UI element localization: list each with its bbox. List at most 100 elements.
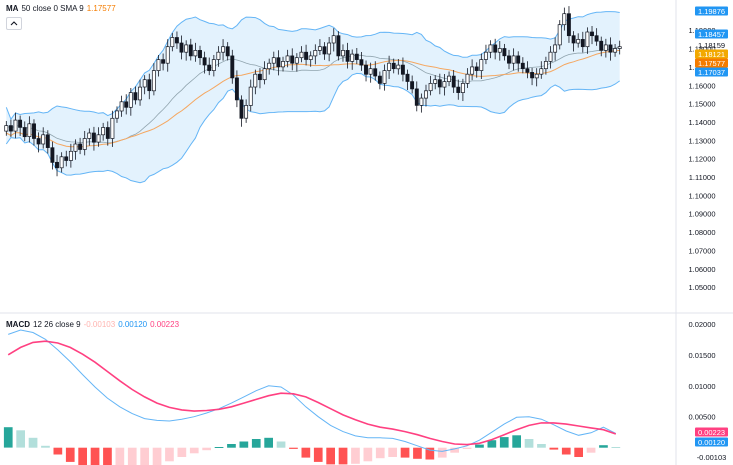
price-tick-label: 1.06000 xyxy=(688,265,715,274)
macd-hist-bar xyxy=(326,447,335,465)
candle-body xyxy=(253,73,258,88)
candle-body xyxy=(18,119,23,128)
macd-hist-bar xyxy=(289,447,298,449)
candle-body xyxy=(156,59,161,71)
macd-legend-params: 12 26 close 9 xyxy=(33,320,81,329)
macd-hist-bar xyxy=(103,447,112,465)
candle-body xyxy=(142,79,147,88)
price-tick-label: 1.12000 xyxy=(688,155,715,164)
macd-hist-bar xyxy=(3,427,13,448)
candle-body xyxy=(124,101,129,108)
candle-body xyxy=(170,37,175,48)
price-label-box xyxy=(695,58,728,68)
candle-body xyxy=(13,119,18,132)
candle-body xyxy=(179,42,184,53)
candle-body xyxy=(364,64,368,75)
candle-body xyxy=(345,50,350,62)
macd-line xyxy=(8,329,617,452)
candle-body xyxy=(110,117,115,139)
macd-hist-bar xyxy=(599,445,608,448)
candle-body xyxy=(174,37,179,44)
macd-hist-bar xyxy=(301,447,311,458)
price-tick-label: 1.16000 xyxy=(688,81,715,90)
ma-legend-value: 1.17577 xyxy=(86,4,116,13)
macd-legend-signal: 0.00223 xyxy=(150,320,180,329)
candle-body xyxy=(165,46,170,64)
ma-legend-params: 50 close 0 SMA 9 xyxy=(21,4,84,13)
macd-hist-bar xyxy=(537,444,546,448)
price-label-text: 1.19876 xyxy=(698,7,725,16)
candle-body xyxy=(147,79,152,92)
candle-body xyxy=(350,53,355,62)
signal-line xyxy=(7,340,617,446)
macd-hist-bar xyxy=(487,440,497,448)
candle-body xyxy=(294,57,299,64)
candle-body xyxy=(271,57,276,64)
candle-body xyxy=(571,35,576,44)
macd-hist-bar xyxy=(16,430,25,448)
macd-hist-bar xyxy=(425,447,435,460)
price-tick-label: 1.11000 xyxy=(689,173,716,182)
candle-body xyxy=(299,51,304,59)
collapse-legend-button[interactable] xyxy=(6,17,22,30)
macd-hist-bar xyxy=(524,439,534,448)
candle-body xyxy=(202,57,207,66)
macd-hist-bar xyxy=(115,447,125,465)
macd-hist-bar xyxy=(140,447,149,465)
macd-hist-bar xyxy=(276,441,286,448)
price-tick-label: 1.18000 xyxy=(688,45,715,54)
candle-body xyxy=(230,55,235,79)
macd-label-box xyxy=(695,427,728,437)
candle-body xyxy=(396,64,401,70)
candle-body xyxy=(91,132,96,143)
price-tick-label: 1.07000 xyxy=(688,246,715,255)
candle-body xyxy=(27,123,32,137)
candle-body xyxy=(594,35,599,42)
macd-hist-bar xyxy=(574,447,583,457)
price-tick-label: 1.13000 xyxy=(688,136,715,145)
candle-body xyxy=(32,123,36,139)
candle-body xyxy=(234,77,239,101)
macd-hist-bar xyxy=(475,444,484,448)
candle-body xyxy=(105,127,110,139)
candle-body xyxy=(483,51,488,60)
candles xyxy=(4,6,622,177)
candle-body xyxy=(590,31,594,37)
macd-hist-bar xyxy=(586,447,596,453)
candle-body xyxy=(161,59,166,64)
candle-body xyxy=(451,75,456,88)
macd-legend-macd: 0.00120 xyxy=(118,320,148,329)
candle-body xyxy=(248,86,253,106)
candle-body xyxy=(82,138,87,150)
ma-legend: MA 50 close 0 SMA 9 1.17577 xyxy=(6,4,119,13)
candle-body xyxy=(257,73,262,81)
macd-tick-label: 0.02000 xyxy=(688,320,715,329)
ma-line xyxy=(6,49,620,148)
candle-body xyxy=(553,44,558,53)
candle-body xyxy=(55,161,59,169)
candle-body xyxy=(442,81,447,88)
price-tick-label: 1.09000 xyxy=(688,210,715,219)
macd-hist-bar xyxy=(251,439,261,448)
price-label-text: 1.17577 xyxy=(698,59,725,68)
macd-hist-bar xyxy=(127,447,137,465)
candle-body xyxy=(119,101,124,112)
macd-hist-bar xyxy=(65,447,75,462)
bollinger-lower-line xyxy=(5,72,620,184)
macd-label-text: 0.00120 xyxy=(698,438,725,447)
macd-hist-bar xyxy=(78,447,87,465)
candle-body xyxy=(239,99,244,119)
bollinger-upper-line xyxy=(5,11,620,121)
candle-body xyxy=(474,66,479,71)
macd-label-text: 0.00223 xyxy=(698,428,725,437)
candle-body xyxy=(585,31,590,48)
macd-hist-bar xyxy=(239,441,249,448)
candle-body xyxy=(562,13,567,26)
macd-tick-label: 0.01500 xyxy=(688,351,715,360)
candle-body xyxy=(133,92,138,101)
macd-legend-name: MACD xyxy=(6,320,30,329)
candle-body xyxy=(437,79,442,88)
macd-histogram xyxy=(3,427,621,465)
candle-body xyxy=(507,55,511,64)
